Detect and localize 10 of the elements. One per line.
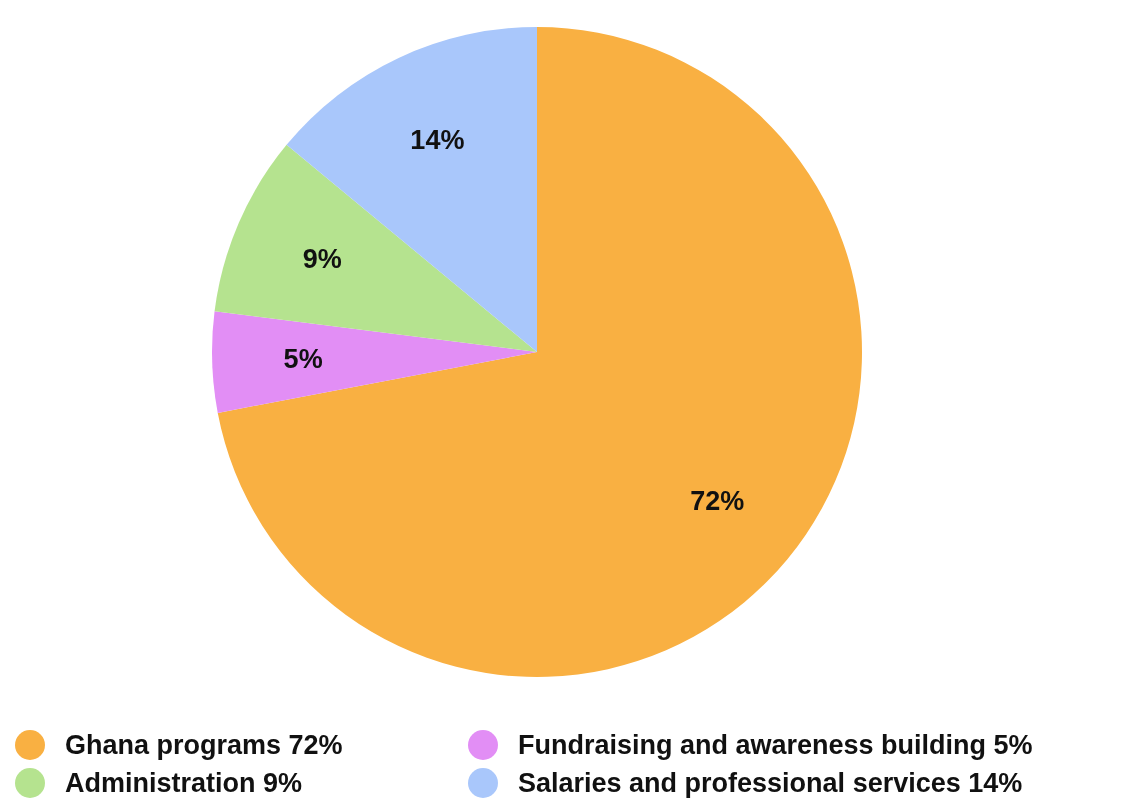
data-label: 72% [690, 486, 745, 517]
legend-label: Ghana programs 72% [65, 730, 343, 760]
legend-label: Salaries and professional services 14% [518, 768, 1023, 798]
legend-label: Administration 9% [65, 768, 303, 798]
pie-slice [217, 27, 862, 677]
legend-label: Fundraising and awareness building 5% [518, 730, 1033, 760]
data-label: 9% [302, 244, 342, 275]
data-label: 5% [283, 344, 323, 375]
data-label: 14% [410, 125, 465, 156]
pie-slice [212, 311, 537, 413]
